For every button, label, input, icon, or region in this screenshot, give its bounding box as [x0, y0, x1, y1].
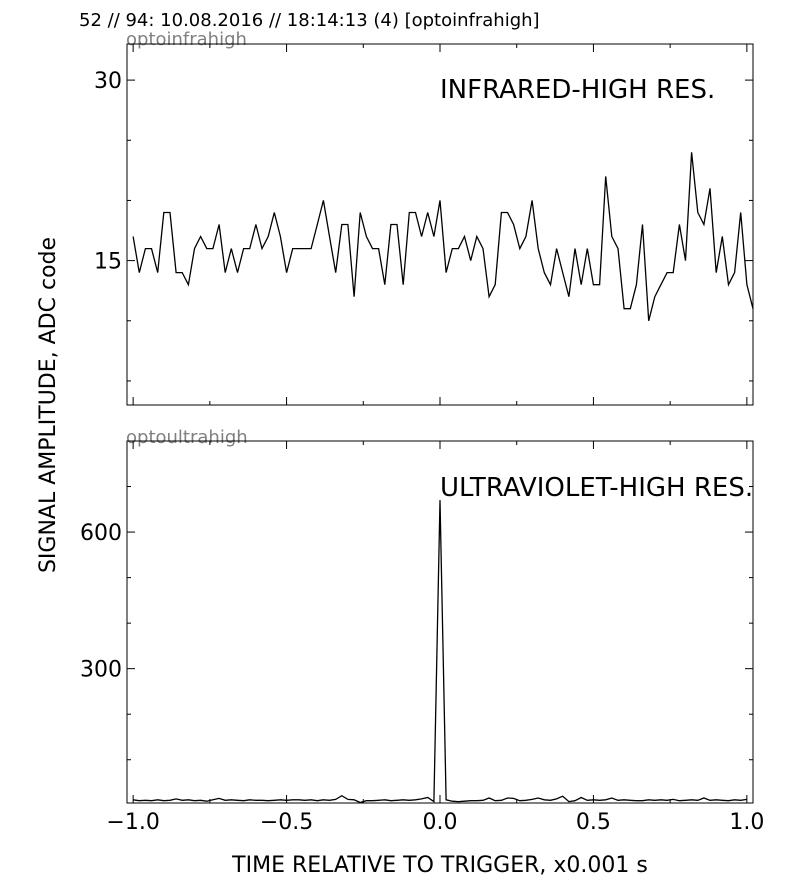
- x-tick-label: −0.5: [260, 810, 313, 835]
- top-plot-panel: 30 15: [94, 43, 754, 406]
- bottom-y-tick-label: 300: [80, 658, 122, 683]
- top-chart-title: INFRARED-HIGH RES.: [440, 75, 715, 105]
- top-y-tick-label: 30: [94, 69, 122, 94]
- x-tick-label: 0.5: [576, 810, 611, 835]
- x-tick-label: −1.0: [106, 810, 159, 835]
- bottom-plot-panel: −1.0 −0.5 0.0 0.5 1.0 600 300: [80, 440, 764, 835]
- x-tick-label: 1.0: [729, 810, 764, 835]
- bottom-y-tick-label: 600: [80, 521, 122, 546]
- y-axis-label: SIGNAL AMPLITUDE, ADC code: [36, 237, 61, 573]
- bottom-signal-line: [133, 500, 747, 804]
- top-y-tick-label: 15: [94, 250, 122, 275]
- x-axis-label: TIME RELATIVE TO TRIGGER, x0.001 s: [231, 853, 648, 878]
- top-channel-label: optoinfrahigh: [126, 29, 247, 50]
- x-tick-label: 0.0: [423, 810, 458, 835]
- top-signal-line: [132, 152, 754, 321]
- bottom-channel-label: optoultrahigh: [126, 427, 248, 448]
- bottom-chart-title: ULTRAVIOLET-HIGH RES.: [440, 473, 753, 503]
- header-text: 52 // 94: 10.08.2016 // 18:14:13 (4) [op…: [79, 10, 540, 31]
